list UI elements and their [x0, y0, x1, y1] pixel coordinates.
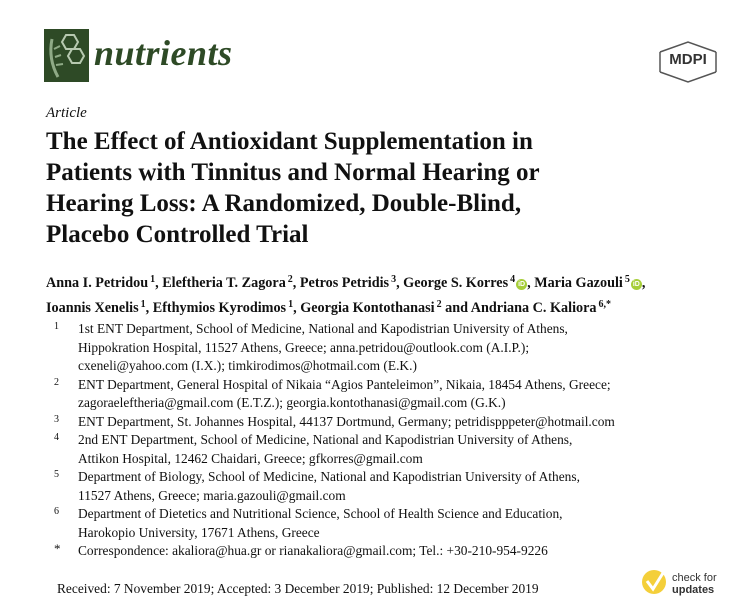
article-type: Article [46, 105, 87, 121]
orcid-icon[interactable]: iD [516, 279, 528, 290]
author-affiliation-ref: 1 [288, 299, 294, 310]
title-line: Hearing Loss: A Randomized, Double-Blind… [46, 190, 522, 217]
affiliation-line: ENT Department, General Hospital of Nika… [78, 376, 611, 392]
check-for-updates-line1: check for [672, 572, 717, 584]
authors-and: and [445, 300, 469, 316]
affiliation-line: cxeneli@yahoo.com (I.X.); timkirodimos@h… [78, 358, 417, 373]
affiliation-3: 3 ENT Department, St. Johannes Hospital,… [50, 413, 710, 432]
affiliation-line: Attikon Hospital, 12462 Chaidari, Greece… [78, 450, 423, 466]
title-line: Placebo Controlled Trial [46, 221, 309, 248]
check-for-updates-line2: updates [672, 584, 715, 596]
affiliation-line: Department of Dietetics and Nutritional … [78, 506, 563, 521]
affiliation-line: Harokopio University, 17671 Athens, Gree… [78, 524, 320, 540]
affiliation-line: ENT Department, St. Johannes Hospital, 4… [78, 413, 615, 429]
author-name[interactable]: Petros Petridis [299, 275, 390, 291]
affiliation-line: 2nd ENT Department, School of Medicine, … [78, 432, 573, 447]
title-line: Patients with Tinnitus and Normal Hearin… [46, 159, 540, 186]
author-name[interactable]: Andriana C. Kaliora [470, 300, 597, 316]
author-affiliation-ref: 3 [391, 274, 397, 285]
affiliation-5: 5 Department of Biology, School of Medic… [50, 468, 710, 505]
affiliations: 1 1st ENT Department, School of Medicine… [50, 320, 710, 561]
author-affiliation-ref: 5 [624, 274, 630, 285]
affiliation-number: 2 [54, 376, 59, 388]
author-affiliation-ref: 6,* [598, 299, 612, 310]
author-affiliation-ref: 2 [436, 299, 442, 310]
affiliation-6: 6 Department of Dietetics and Nutritiona… [50, 505, 710, 542]
mdpi-text: MDPI [669, 51, 707, 68]
author-name[interactable]: Georgia Kontothanasi [300, 300, 435, 316]
author-name[interactable]: Maria Gazouli [534, 275, 623, 291]
correspondence-marker: * [54, 541, 61, 556]
affiliation-line: 11527 Athens, Greece; maria.gazouli@gmai… [78, 487, 346, 503]
checkmark-icon [642, 570, 666, 594]
affiliation-line: 1st ENT Department, School of Medicine, … [78, 321, 568, 336]
affiliation-number: 4 [54, 432, 59, 443]
author-affiliation-ref: 4 [510, 274, 516, 285]
affiliation-2: 2 ENT Department, General Hospital of Ni… [50, 376, 710, 413]
journal-logo-icon [44, 29, 89, 82]
author-name[interactable]: Anna I. Petridou [46, 275, 149, 291]
affiliation-number: 5 [54, 469, 59, 480]
affiliation-4: 4 2nd ENT Department, School of Medicine… [50, 431, 710, 468]
title-line: The Effect of Antioxidant Supplementatio… [46, 128, 533, 155]
orcid-icon[interactable]: iD [630, 279, 642, 290]
affiliation-line: Department of Biology, School of Medicin… [78, 469, 580, 484]
check-for-updates-button[interactable]: check for updates [642, 570, 732, 602]
affiliation-number: 1 [54, 321, 59, 332]
mdpi-logo: MDPI [652, 40, 724, 84]
author-name[interactable]: George S. Korres [403, 275, 509, 291]
affiliation-1: 1 1st ENT Department, School of Medicine… [50, 320, 710, 376]
journal-name: nutrients [94, 33, 233, 73]
author-name[interactable]: Efthymios Kyrodimos [152, 300, 287, 316]
correspondence-line: Correspondence: akaliora@hua.gr or riana… [78, 543, 548, 558]
author-list: Anna I. Petridou 1, Eleftheria T. Zagora 2… [46, 274, 646, 316]
author-name[interactable]: Ioannis Xenelis [46, 300, 139, 316]
author-name[interactable]: Eleftheria T. Zagora [162, 275, 286, 291]
article-title: The Effect of Antioxidant Supplementatio… [46, 126, 686, 250]
author-affiliation-ref: 1 [150, 274, 156, 285]
correspondence: * Correspondence: akaliora@hua.gr or ria… [50, 542, 710, 561]
affiliation-line: Hippokration Hospital, 11527 Athens, Gre… [78, 339, 530, 355]
publication-dates: Received: 7 November 2019; Accepted: 3 D… [57, 581, 539, 596]
affiliation-number: 6 [54, 506, 59, 517]
affiliation-line: zagoraeleftheria@gmail.com (E.T.Z.); geo… [78, 395, 506, 410]
affiliation-number: 3 [54, 413, 59, 425]
author-affiliation-ref: 2 [287, 274, 293, 285]
author-affiliation-ref: 1 [140, 299, 146, 310]
